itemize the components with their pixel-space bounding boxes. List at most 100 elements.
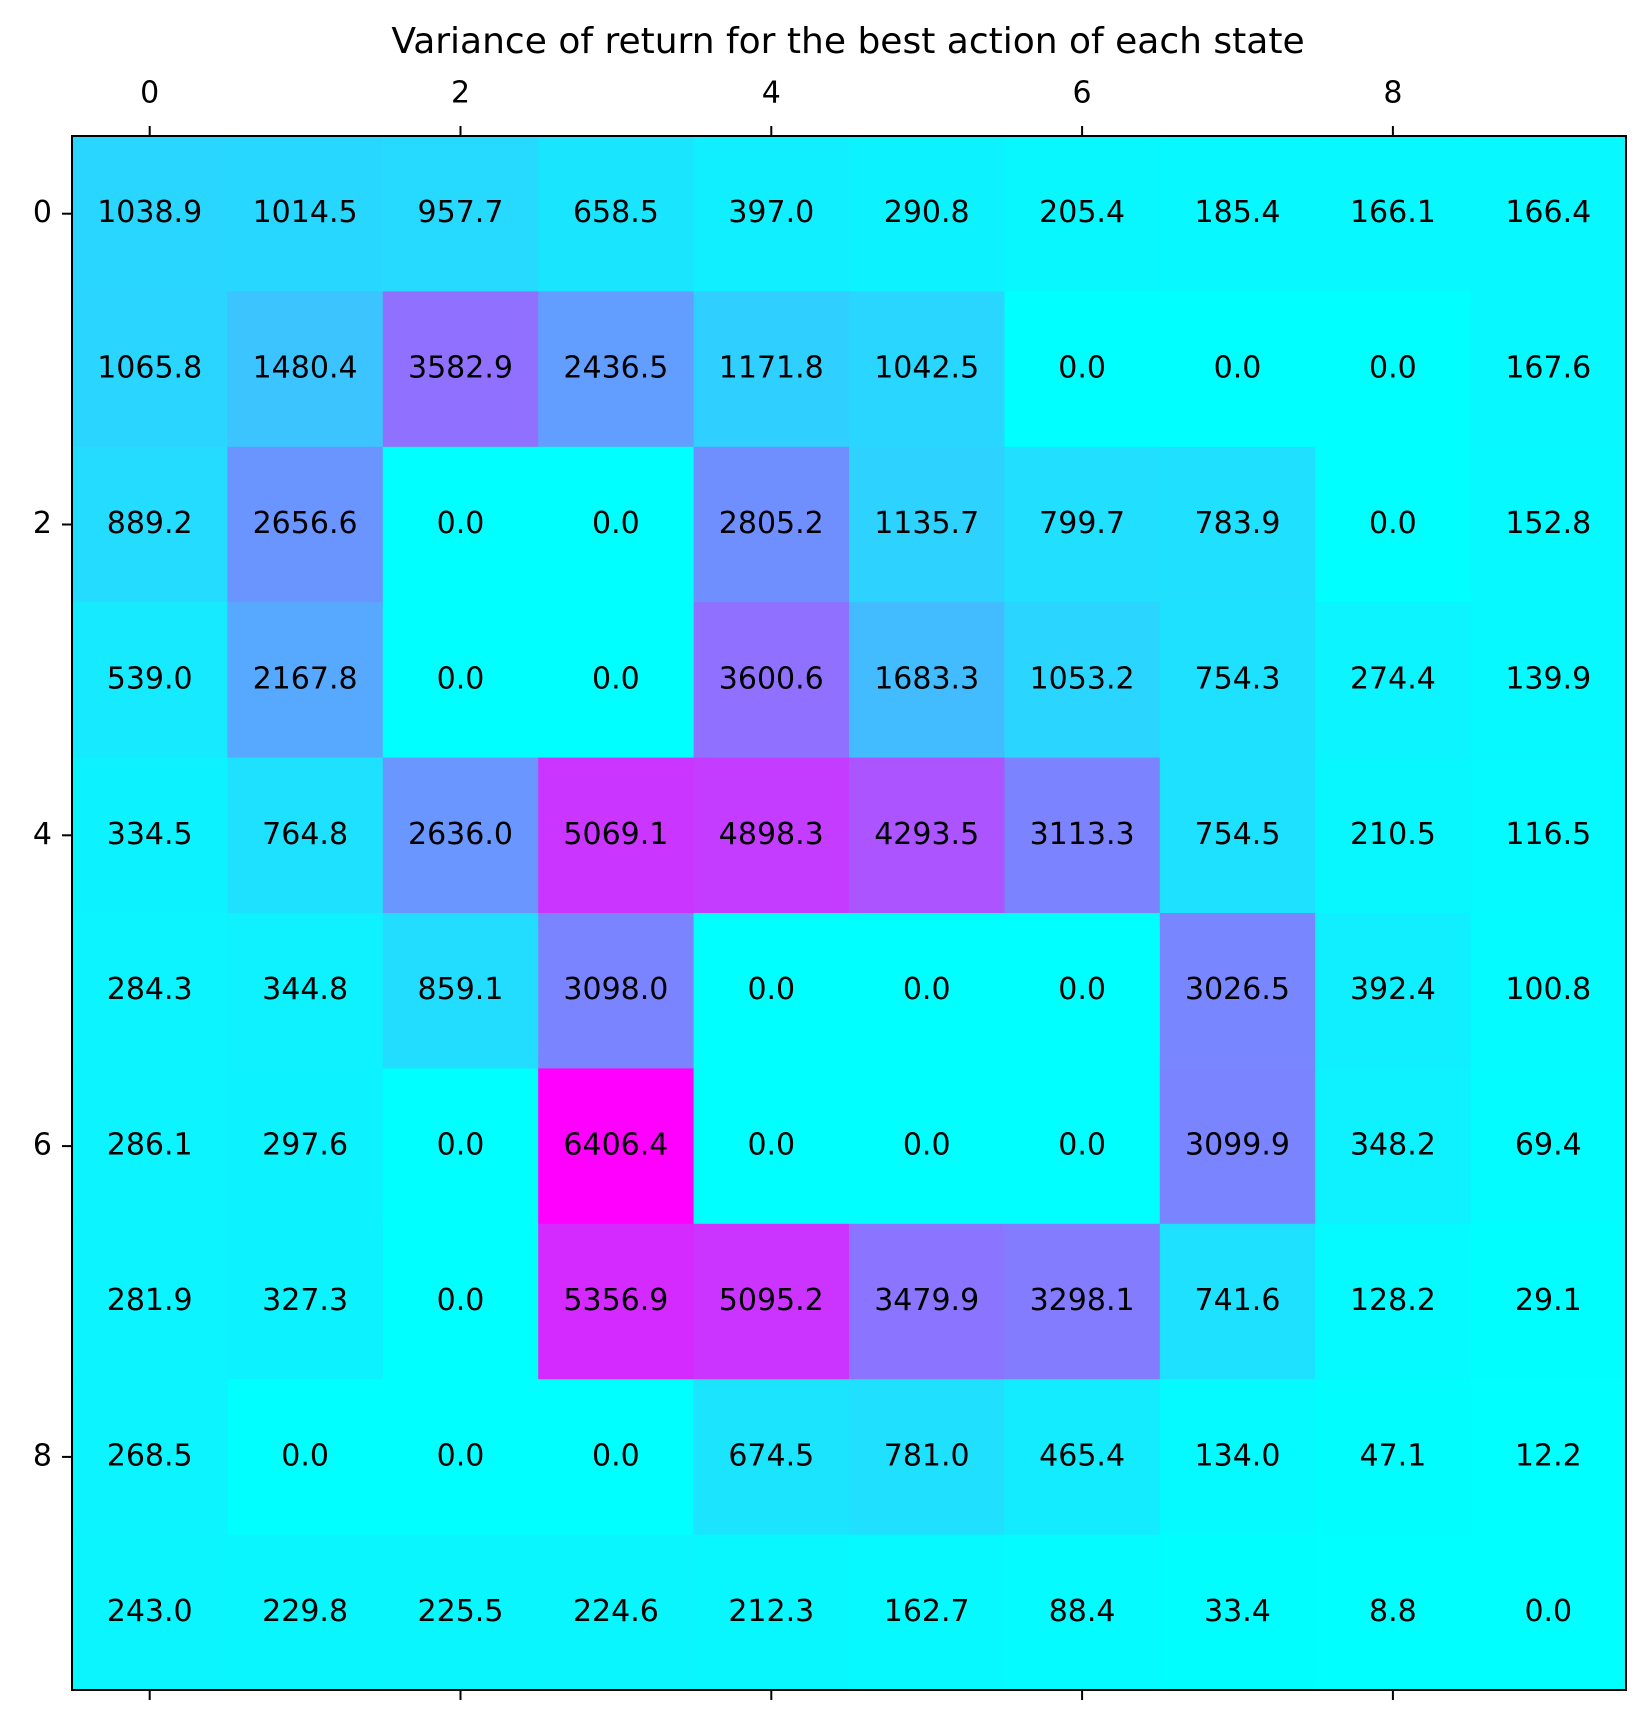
cell-value-label-r8-c4: 674.5	[728, 1438, 814, 1473]
cell-value-label-r2-c2: 0.0	[437, 506, 485, 541]
heatmap-cell-r6-c4	[693, 1068, 850, 1225]
cell-value-label-r5-c3: 3098.0	[563, 972, 668, 1007]
heatmap-cell-r4-c2	[382, 757, 539, 914]
cell-value-label-r5-c4: 0.0	[747, 972, 795, 1007]
heatmap-cell-r7-c1	[227, 1223, 384, 1380]
cell-value-label-r1-c7: 0.0	[1214, 351, 1262, 386]
cell-value-label-r3-c5: 1683.3	[874, 661, 979, 696]
heatmap-cell-r1-c5	[849, 291, 1005, 448]
heatmap-cell-r0-c9	[1470, 136, 1627, 292]
heatmap-cell-r8-c9	[1470, 1379, 1627, 1536]
cell-value-label-r4-c6: 3113.3	[1030, 817, 1135, 852]
cell-value-label-r2-c4: 2805.2	[719, 506, 824, 541]
cell-value-label-r6-c1: 297.6	[262, 1128, 348, 1163]
heatmap-cell-r1-c1	[227, 291, 384, 448]
cell-value-label-r0-c1: 1014.5	[253, 195, 358, 230]
cell-value-label-r6-c4: 0.0	[747, 1128, 795, 1163]
cell-value-label-r9-c3: 224.6	[573, 1594, 659, 1629]
heatmap-cell-r7-c6	[1004, 1223, 1161, 1380]
heatmap-cell-r0-c2	[382, 136, 539, 292]
heatmap-cell-r4-c7	[1159, 757, 1316, 914]
heatmap-cell-r1-c3	[538, 291, 695, 448]
heatmap-cell-r0-c5	[849, 136, 1005, 292]
cell-value-label-r5-c9: 100.8	[1505, 972, 1591, 1007]
heatmap-cell-r3-c5	[849, 602, 1005, 759]
x-tick-label-4: 4	[762, 76, 781, 111]
heatmap-cell-r1-c2	[382, 291, 539, 448]
heatmap-cell-r1-c4	[693, 291, 850, 448]
heatmap-cell-r6-c3	[538, 1068, 695, 1225]
cell-value-label-r1-c4: 1171.8	[719, 351, 824, 386]
heatmap-cell-r5-c7	[1159, 913, 1316, 1069]
heatmap-cell-r7-c8	[1315, 1223, 1472, 1380]
cell-value-label-r0-c5: 290.8	[884, 195, 970, 230]
cell-value-label-r8-c5: 781.0	[884, 1438, 970, 1473]
cell-value-label-r3-c9: 139.9	[1505, 661, 1591, 696]
cell-value-label-r3-c0: 539.0	[107, 661, 193, 696]
heatmap-cell-r0-c7	[1159, 136, 1316, 292]
heatmap-cell-r2-c5	[849, 446, 1005, 603]
cell-value-label-r3-c8: 274.4	[1350, 661, 1436, 696]
cell-value-label-r9-c5: 162.7	[884, 1594, 970, 1629]
cell-value-label-r6-c5: 0.0	[903, 1128, 951, 1163]
heatmap-cell-r7-c0	[72, 1223, 228, 1380]
cell-value-label-r0-c4: 397.0	[728, 195, 814, 230]
cell-value-label-r7-c6: 3298.1	[1030, 1283, 1135, 1318]
cell-value-label-r1-c9: 167.6	[1505, 351, 1591, 386]
cell-value-label-r0-c0: 1038.9	[97, 195, 202, 230]
cell-value-label-r1-c3: 2436.5	[563, 351, 668, 386]
cell-value-label-r7-c9: 29.1	[1515, 1283, 1582, 1318]
cell-value-label-r1-c6: 0.0	[1058, 351, 1106, 386]
cell-value-label-r2-c9: 152.8	[1505, 506, 1591, 541]
heatmap-cell-r7-c5	[849, 1223, 1005, 1380]
heatmap-cell-r3-c7	[1159, 602, 1316, 759]
heatmap-cell-r4-c4	[693, 757, 850, 914]
cell-value-label-r1-c8: 0.0	[1369, 351, 1417, 386]
cell-value-label-r7-c0: 281.9	[107, 1283, 193, 1318]
heatmap-cell-r6-c6	[1004, 1068, 1161, 1225]
heatmap-cell-r1-c7	[1159, 291, 1316, 448]
heatmap-cell-r5-c3	[538, 913, 695, 1069]
heatmap-cell-r0-c1	[227, 136, 384, 292]
heatmap-cell-r2-c0	[72, 446, 228, 603]
heatmap-cell-r2-c4	[693, 446, 850, 603]
heatmap-cell-r3-c6	[1004, 602, 1161, 759]
x-tick-label-6: 6	[1073, 76, 1092, 111]
heatmap-cell-r6-c2	[382, 1068, 539, 1225]
cell-value-label-r0-c2: 957.7	[418, 195, 504, 230]
cell-value-label-r2-c3: 0.0	[592, 506, 640, 541]
cell-value-label-r4-c3: 5069.1	[563, 817, 668, 852]
heatmap-cell-r8-c2	[382, 1379, 539, 1536]
heatmap-cell-r4-c9	[1470, 757, 1627, 914]
heatmap-cell-r5-c8	[1315, 913, 1472, 1069]
heatmap-cells	[72, 136, 1627, 1691]
heatmap-cell-r0-c4	[693, 136, 850, 292]
heatmap-cell-r9-c5	[849, 1534, 1005, 1691]
heatmap-cell-r6-c5	[849, 1068, 1005, 1225]
cell-value-label-r5-c6: 0.0	[1058, 972, 1106, 1007]
cell-value-label-r1-c0: 1065.8	[97, 351, 202, 386]
heatmap-cell-r4-c0	[72, 757, 228, 914]
heatmap-cell-r0-c0	[72, 136, 228, 292]
cell-value-label-r3-c4: 3600.6	[719, 661, 824, 696]
cell-value-label-r7-c7: 741.6	[1195, 1283, 1281, 1318]
cell-value-label-r5-c5: 0.0	[903, 972, 951, 1007]
cell-value-label-r6-c9: 69.4	[1515, 1128, 1582, 1163]
cell-value-label-r7-c2: 0.0	[437, 1283, 485, 1318]
heatmap-cell-r9-c6	[1004, 1534, 1161, 1691]
heatmap-cell-r0-c6	[1004, 136, 1161, 292]
heatmap-cell-r6-c0	[72, 1068, 228, 1225]
cell-value-label-r4-c8: 210.5	[1350, 817, 1436, 852]
y-tick-label-2: 2	[33, 506, 52, 541]
x-tick-label-8: 8	[1383, 76, 1402, 111]
heatmap-cell-r8-c8	[1315, 1379, 1472, 1536]
chart-title: Variance of return for the best action o…	[391, 21, 1304, 62]
cell-value-label-r4-c9: 116.5	[1505, 817, 1591, 852]
heatmap-cell-r5-c6	[1004, 913, 1161, 1069]
y-tick-label-6: 6	[33, 1128, 52, 1163]
heatmap-cell-r9-c3	[538, 1534, 695, 1691]
cell-value-label-r8-c9: 12.2	[1515, 1438, 1582, 1473]
heatmap-cell-r7-c4	[693, 1223, 850, 1380]
heatmap-cell-r5-c0	[72, 913, 228, 1069]
